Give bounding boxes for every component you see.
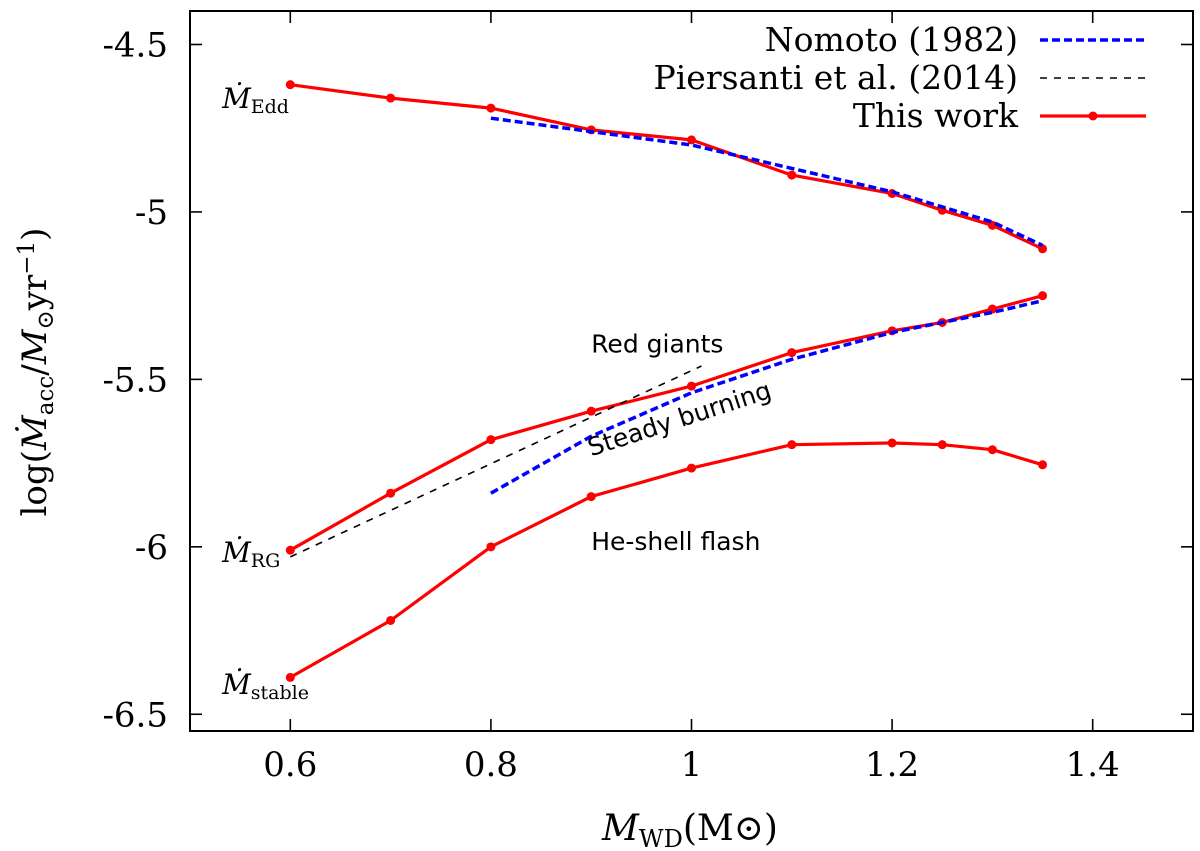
y-tick-label: -5.5 [102,360,168,400]
y-title-part: −1 [14,241,40,275]
y-title-part: / [15,364,55,376]
x-title-unit: (M⊙) [683,808,778,849]
curve-label-symbol: Ṁ [221,82,252,115]
x-tick-label: 0.6 [263,745,317,785]
data-point [386,488,396,498]
x-tick-label: 1.4 [1066,745,1120,785]
data-point [887,438,897,448]
y-tick-label: -6 [135,528,168,568]
curve-label-symbol: Ṁ [221,668,252,701]
data-point [486,542,496,552]
data-point [285,80,295,90]
annotation-red-giants: Red giants [591,330,723,359]
x-tick-label: 0.8 [464,745,518,785]
data-point [586,406,596,416]
series-line-nomoto-1982-upper [490,116,1044,247]
data-point [687,463,696,473]
series-line-this-work-stable [289,441,1044,679]
x-title-subscript: WD [639,825,683,851]
curve-label-edd: ṀEdd [221,82,289,118]
y-title-part: Ṁ [15,414,55,451]
data-point [1038,291,1048,301]
series-line-piersanti-et-al-2014 [289,365,702,558]
data-point [285,545,295,555]
x-tick-label: 1.2 [865,745,919,785]
legend-label: Nomoto (1982) [765,20,1018,59]
data-point [386,93,396,103]
y-title-part: log( [15,450,55,516]
y-tick-label: -4.5 [102,25,168,65]
legend-label: This work [853,96,1019,135]
data-point [386,615,396,625]
y-title-part: acc [33,376,59,415]
series-layer [285,80,1048,682]
y-title-part: yr [15,274,55,311]
y-title-part: ⊙ [33,310,59,329]
data-point [1038,244,1048,254]
tick-layer: 0.6 0.8 1 1.2 1.4 -4.5 -5 -5.5 -6 -6.5 [102,11,1193,785]
y-tick-label: -6.5 [102,695,168,735]
series-line-nomoto-1982-lower [490,298,1043,495]
x-title-symbol: M [601,808,640,849]
data-point [787,170,797,180]
data-point [687,135,696,145]
data-point [486,435,496,445]
data-point [687,381,696,391]
curve-label-subscript: Edd [251,96,289,118]
data-point [787,348,797,358]
curve-label-rg: ṀRG [221,536,280,572]
x-axis-title: MWD(M⊙) [601,808,778,851]
plot-frame [189,10,1194,732]
data-point [937,440,947,450]
y-tick-label: -5 [135,193,168,233]
data-point [1038,460,1048,470]
curve-label-symbol: Ṁ [221,536,252,569]
plot-area [189,10,1194,732]
y-title-part: M [15,328,55,365]
curve-label-subscript: RG [251,550,280,572]
legend-swatch-point [1088,111,1098,121]
data-point [486,103,496,113]
curve-label-stable: Ṁstable [221,668,309,704]
data-point [787,440,797,450]
y-title-part: ) [15,228,55,241]
data-point [285,672,295,682]
annotation-he-shell-flash: He-shell flash [591,527,760,556]
data-point [586,492,596,502]
legend: Nomoto (1982)Piersanti et al. (2014)This… [654,20,1146,135]
curve-label-subscript: stable [251,682,309,704]
legend-label: Piersanti et al. (2014) [654,58,1018,97]
x-tick-label: 1 [681,745,703,785]
y-axis-title: log(Ṁacc/M⊙yr−1) [14,228,59,517]
data-point [987,445,997,455]
